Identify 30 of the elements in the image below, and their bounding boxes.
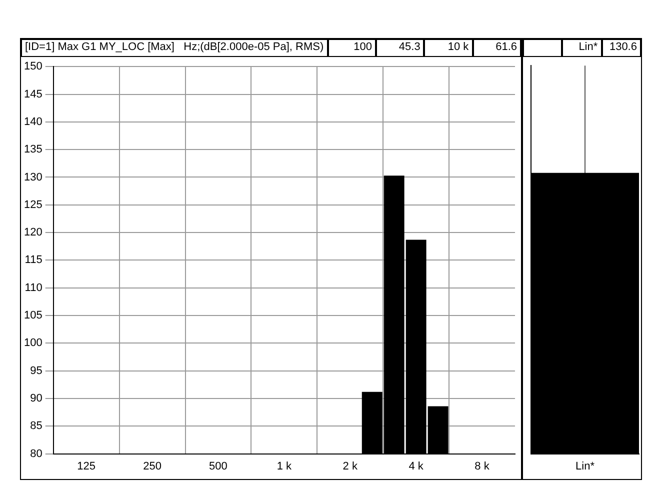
y-tick-label: 115: [24, 254, 42, 266]
y-tick-label: 110: [24, 282, 42, 294]
y-tick-label: 135: [24, 144, 42, 156]
x-tick-label: 8 k: [474, 460, 490, 472]
x-tick-label: 125: [77, 460, 96, 472]
x-tick-label: 1 k: [276, 460, 292, 472]
y-tick-label: 95: [30, 364, 42, 377]
y-tick-label: 105: [24, 310, 42, 322]
y-tick-label: 80: [30, 448, 42, 460]
x-tick-label: Lin*: [576, 460, 596, 472]
y-tick-label: 150: [24, 60, 42, 73]
y-tick-label: 85: [30, 420, 42, 432]
y-tick-label: 140: [24, 116, 42, 128]
text: 61.6: [472, 39, 522, 57]
text: 10 k: [424, 39, 473, 57]
y-tick-label: 125: [24, 198, 42, 211]
chart-title: [ID=1] Max G1 MY_LOC [Max] Hz;(dB[2.000e-05 Pa], RMS): [25, 41, 324, 53]
y-tick-label: 130: [24, 171, 42, 184]
x-tick-label: 2 k: [342, 460, 358, 472]
y-tick-label: 145: [24, 88, 42, 100]
y-tick-label: 120: [24, 226, 42, 239]
x-tick-label: 4 k: [408, 460, 424, 472]
x-tick-label: 250: [143, 460, 162, 472]
text: Lin*: [562, 39, 602, 57]
text: 45.3: [376, 39, 424, 57]
text: 100: [328, 39, 376, 57]
x-tick-label: 500: [209, 460, 228, 472]
text: 130.6: [602, 39, 641, 57]
y-tick-label: 90: [30, 392, 42, 405]
y-tick-label: 100: [24, 337, 42, 350]
